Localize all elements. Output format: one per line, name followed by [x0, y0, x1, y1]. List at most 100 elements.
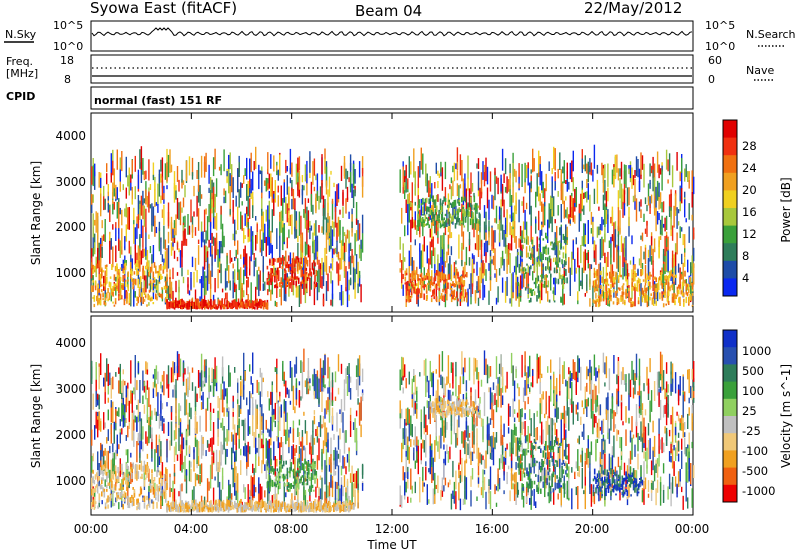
scatter-cell: [622, 243, 624, 268]
scatter-cell: [187, 366, 189, 375]
scatter-cell: [146, 249, 149, 269]
scatter-cell: [337, 435, 340, 450]
scatter-cell: [334, 481, 337, 500]
scatter-cell: [185, 399, 188, 415]
scatter-cell: [121, 246, 123, 255]
scatter-cell: [160, 381, 162, 389]
scatter-cell: [128, 167, 130, 174]
feature-cell: [641, 268, 644, 276]
scatter-cell: [193, 486, 195, 504]
scatter-cell: [321, 389, 323, 412]
feature-cell: [168, 301, 171, 308]
scatter-cell: [501, 183, 504, 207]
feature-cell: [417, 296, 419, 300]
scatter-cell: [515, 170, 517, 183]
scatter-cell: [181, 434, 183, 441]
scatter-cell: [321, 257, 323, 276]
scatter-cell: [208, 204, 210, 223]
scatter-cell: [437, 475, 439, 494]
feature-cell: [266, 305, 269, 309]
scatter-cell: [244, 168, 246, 176]
feature-cell: [449, 293, 452, 297]
scatter-cell: [100, 193, 102, 217]
scatter-cell: [443, 260, 445, 276]
scatter-cell: [485, 241, 487, 256]
scatter-cell: [328, 176, 331, 197]
scatter-cell: [200, 231, 203, 248]
scatter-cell: [112, 224, 114, 230]
scatter-cell: [232, 199, 234, 224]
feature-cell: [158, 268, 161, 276]
scatter-cell: [206, 257, 209, 281]
scatter-cell: [480, 262, 483, 284]
scatter-cell: [203, 496, 206, 509]
scatter-cell: [569, 162, 571, 180]
scatter-cell: [211, 437, 213, 456]
scatter-cell: [447, 451, 450, 463]
scatter-cell: [656, 180, 659, 199]
scatter-cell: [574, 188, 576, 212]
scatter-cell: [533, 245, 535, 259]
scatter-cell: [106, 450, 108, 469]
feature-cell: [453, 298, 456, 301]
scatter-cell: [209, 242, 212, 257]
feature-cell: [606, 272, 609, 276]
scatter-cell: [322, 208, 325, 231]
feature-cell: [595, 288, 597, 291]
feature-cell: [137, 263, 139, 269]
scatter-cell: [586, 179, 588, 188]
scatter-cell: [223, 426, 225, 450]
scatter-cell: [256, 447, 258, 453]
scatter-cell: [506, 371, 508, 389]
scatter-cell: [212, 422, 215, 445]
scatter-cell: [119, 363, 121, 376]
feature-cell: [405, 268, 408, 276]
feature-cell: [474, 202, 477, 208]
feature-cell: [266, 282, 269, 285]
scatter-cell: [545, 244, 547, 255]
noise-panel-frame: [90, 20, 694, 52]
scatter-cell: [309, 485, 311, 496]
feature-cell: [654, 276, 656, 280]
scatter-cell: [485, 358, 487, 376]
scatter-cell: [119, 157, 121, 170]
scatter-cell: [336, 240, 338, 255]
scatter-cell: [464, 439, 466, 455]
scatter-cell: [509, 442, 511, 457]
scatter-cell: [223, 149, 225, 172]
scatter-cell: [220, 441, 222, 466]
scatter-cell: [488, 231, 490, 246]
feature-cell: [456, 268, 458, 276]
scatter-cell: [154, 482, 156, 495]
feature-cell: [91, 262, 93, 269]
scatter-cell: [212, 209, 215, 229]
scatter-cell: [515, 369, 517, 379]
scatter-cell: [166, 440, 168, 463]
scatter-cell: [354, 189, 356, 197]
scatter-cell: [434, 484, 436, 504]
scatter-cell: [563, 293, 565, 305]
scatter-cell: [237, 206, 239, 230]
scatter-cell: [628, 216, 630, 237]
feature-cell: [132, 278, 134, 286]
scatter-cell: [240, 381, 242, 394]
scatter-cell: [259, 170, 261, 175]
scatter-cell: [414, 426, 416, 447]
colorbar-swatch: [723, 137, 737, 156]
scatter-cell: [244, 371, 246, 381]
feature-cell: [123, 263, 126, 267]
scatter-cell: [358, 161, 361, 178]
scatter-cell: [331, 407, 334, 425]
scatter-cell: [143, 270, 146, 289]
feature-cell: [162, 269, 165, 274]
feature-cell: [142, 265, 144, 273]
feature-cell: [552, 243, 555, 251]
scatter-cell: [644, 228, 647, 234]
scatter-cell: [361, 392, 364, 402]
scatter-cell: [560, 184, 562, 201]
feature-cell: [404, 282, 407, 285]
scatter-cell: [458, 462, 460, 479]
feature-cell: [428, 275, 430, 281]
scatter-cell: [444, 225, 447, 236]
scatter-cell: [536, 262, 538, 284]
